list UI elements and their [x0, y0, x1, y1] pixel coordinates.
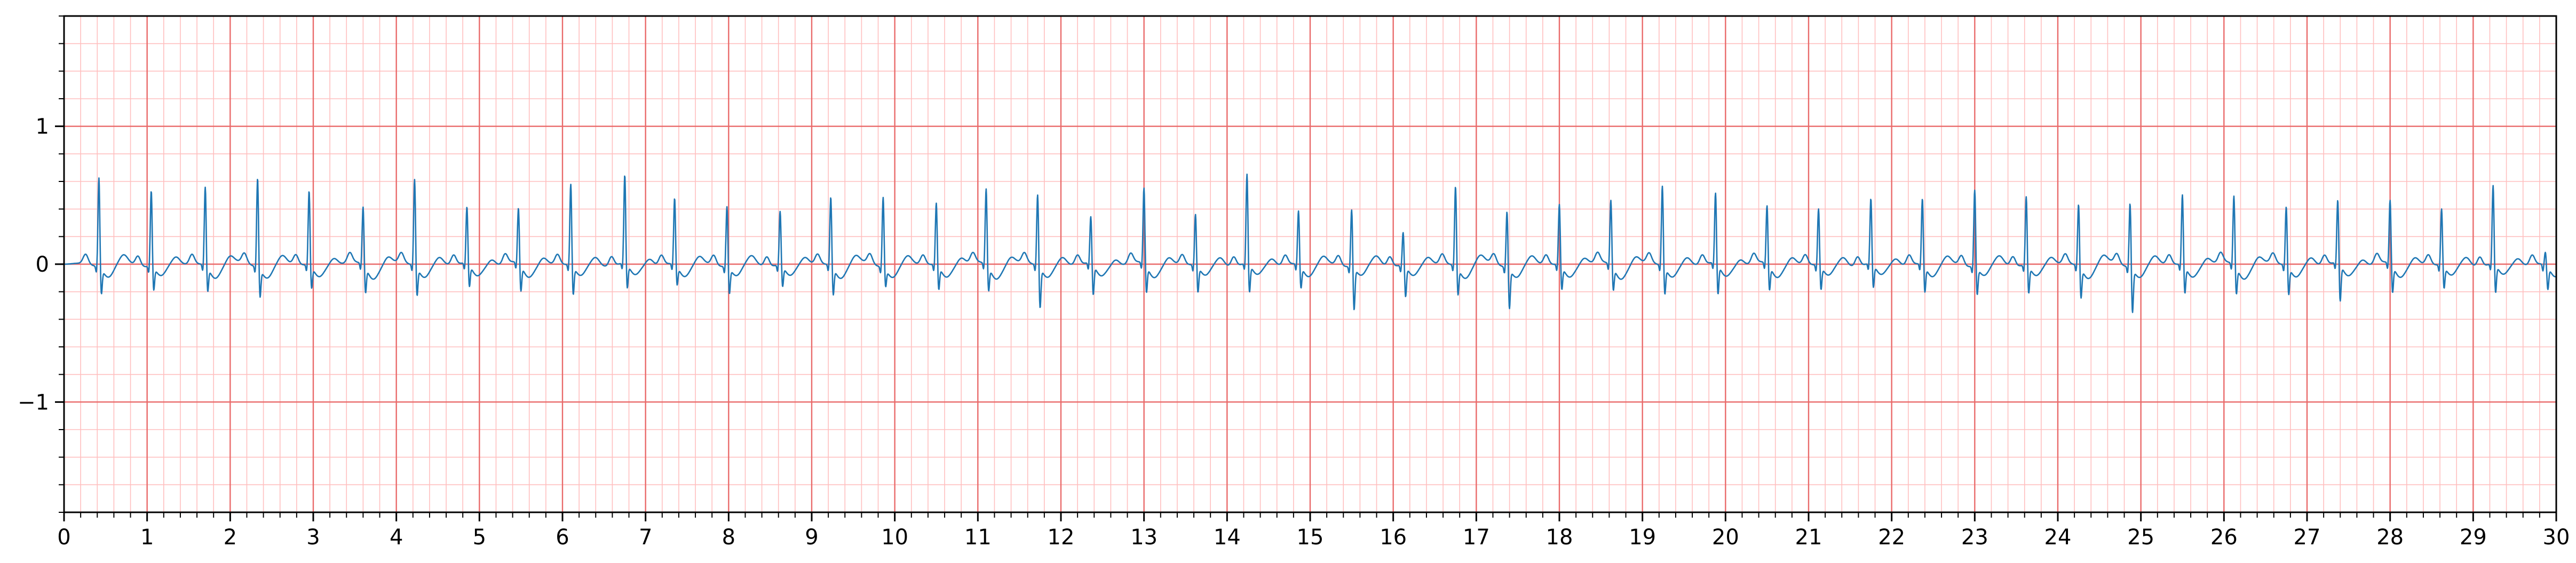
x-tick-label: 26 — [2210, 525, 2238, 550]
x-tick-label: 14 — [1214, 525, 1241, 550]
x-tick-label: 0 — [57, 525, 70, 550]
x-tick-label: 27 — [2294, 525, 2321, 550]
y-tick-label: 0 — [36, 252, 49, 277]
x-tick-label: 19 — [1629, 525, 1656, 550]
x-tick-label: 25 — [2127, 525, 2154, 550]
x-tick-label: 5 — [473, 525, 486, 550]
x-tick-label: 22 — [1878, 525, 1905, 550]
x-tick-label: 30 — [2543, 525, 2570, 550]
x-tick-label: 11 — [964, 525, 992, 550]
x-tick-label: 9 — [805, 525, 818, 550]
y-tick-labels: 1 0 −1 — [18, 115, 49, 415]
x-tick-label: 2 — [224, 525, 237, 550]
x-tick-label: 15 — [1297, 525, 1324, 550]
x-tick-label: 20 — [1712, 525, 1739, 550]
x-tick-label: 28 — [2376, 525, 2404, 550]
x-tick-labels: 0 1 2 3 4 5 6 7 8 9 10 11 12 13 14 15 16 17 18 19 20 21 22 23 24… — [57, 525, 2570, 550]
x-tick-label: 21 — [1795, 525, 1822, 550]
x-tick-label: 6 — [556, 525, 569, 550]
x-tick-label: 4 — [390, 525, 403, 550]
x-tick-label: 16 — [1380, 525, 1407, 550]
ecg-trace — [64, 173, 2557, 313]
y-tick-label: 1 — [36, 115, 49, 139]
x-tick-label: 23 — [1961, 525, 1988, 550]
x-tick-label: 3 — [306, 525, 320, 550]
ecg-trace-group — [64, 173, 2557, 313]
x-tick-label: 12 — [1048, 525, 1075, 550]
x-tick-label: 24 — [2044, 525, 2072, 550]
x-tick-label: 10 — [881, 525, 908, 550]
axis-ticks — [55, 15, 2557, 521]
x-tick-label: 7 — [639, 525, 652, 550]
y-tick-label: −1 — [18, 390, 49, 415]
x-tick-label: 29 — [2460, 525, 2487, 550]
x-tick-label: 8 — [722, 525, 735, 550]
x-tick-label: 17 — [1463, 525, 1490, 550]
x-tick-label: 1 — [140, 525, 154, 550]
x-tick-label: 13 — [1130, 525, 1158, 550]
x-tick-label: 18 — [1546, 525, 1573, 550]
